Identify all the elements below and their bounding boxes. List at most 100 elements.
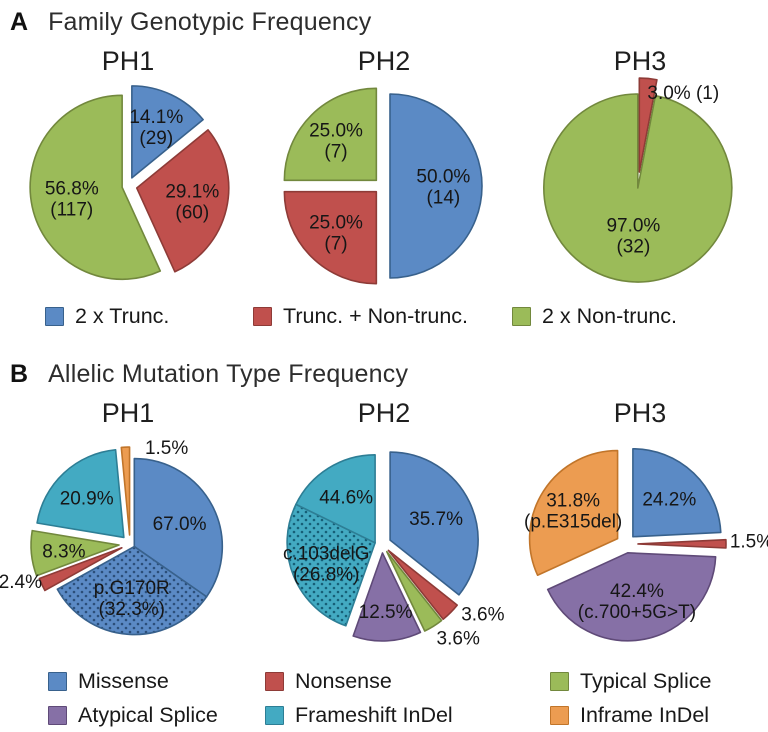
chart-cell-b-ph3: PH3 24.2% 1.5% 42.4%(c.700+5G>T) 31.8%(p.E3… xyxy=(512,394,768,658)
pie-slice xyxy=(131,85,204,179)
slice-label: 14.1% (29) xyxy=(129,107,183,149)
panel-allelic-mutation-type-frequency: B Allelic Mutation Type Frequency PH1 67… xyxy=(0,360,768,732)
slice-label: 56.8% (117) xyxy=(45,179,99,221)
pie-slice xyxy=(38,546,123,592)
chart-cell-a-ph3: PH3 3.0% (1) 97.0% (32) xyxy=(512,42,768,294)
slice-label: 97.0% (32) xyxy=(606,215,660,257)
panel-family-genotypic-frequency: A Family Genotypic Frequency PH1 14.1% (2… xyxy=(0,0,768,334)
panel-b-label: B xyxy=(10,360,29,388)
pie-slice xyxy=(387,549,459,621)
pie-chart-b-ph3: 24.2% 1.5% 42.4%(c.700+5G>T) 31.8%(p.E315de… xyxy=(524,447,768,642)
pie-slice xyxy=(295,454,376,544)
panel-a-title: Family Genotypic Frequency xyxy=(48,8,372,36)
legend-item-inframe-indel: Inframe InDel xyxy=(550,698,768,732)
pie-chart-b-ph1: 67.0% p.G170R (32.3%) 2.4%8.3% 20.9% 1.5% xyxy=(0,438,224,636)
pie-slice xyxy=(286,503,376,627)
pie-slice xyxy=(528,449,619,577)
panel-b-title: Allelic Mutation Type Frequency xyxy=(48,360,409,388)
pie-slice xyxy=(385,550,443,632)
legend-swatch-blue xyxy=(48,671,67,691)
pie-slice xyxy=(389,451,479,596)
slice-label: 3.6% xyxy=(437,628,480,649)
pie-title-b-ph1: PH1 xyxy=(101,398,155,428)
legend-item-missense: Missense xyxy=(48,664,265,698)
legend-swatch-purple xyxy=(48,705,67,725)
slice-label: 1.5% xyxy=(145,438,188,459)
chart-cell-a-ph2: PH2 50.0% (14) 25.0% (7) 25.0% (7) xyxy=(256,42,512,294)
slice-label: 25.0% (7) xyxy=(309,212,363,254)
pie-title-a-ph3: PH3 xyxy=(613,46,667,76)
legend-panel-b: Missense Nonsense Typical Splice Atypica… xyxy=(0,664,768,732)
slice-label: 29.1% (60) xyxy=(165,182,219,224)
legend-label: Inframe InDel xyxy=(580,702,710,727)
pie-chart-a-ph3: 3.0% (1) 97.0% (32) xyxy=(543,77,733,283)
pie-slice xyxy=(283,190,378,285)
legend-label: Missense xyxy=(78,668,169,693)
pie-slice xyxy=(133,457,224,598)
slice-label: 50.0% (14) xyxy=(416,167,470,209)
legend-label: Trunc. + Non-trunc. xyxy=(283,303,469,328)
legend-item-typical-splice: Typical Splice xyxy=(550,664,768,698)
pie-slice xyxy=(637,538,727,549)
pie-title-b-ph2: PH2 xyxy=(357,398,411,428)
pie-slice xyxy=(546,552,717,642)
pie-chart-a-ph2: 50.0% (14) 25.0% (7) 25.0% (7) xyxy=(283,87,483,285)
slice-label: 8.3% xyxy=(42,541,85,562)
legend-swatch-green xyxy=(512,306,531,326)
legend-item-trunc-nontrunc: Trunc. + Non-trunc. xyxy=(253,304,512,329)
slice-label: 24.2% xyxy=(642,490,696,511)
pie-slice xyxy=(632,447,722,538)
legend-label: Typical Splice xyxy=(580,668,712,693)
slice-label: 31.8% (p.E315del) xyxy=(524,491,622,533)
slice-label: p.G170R (32.3%) xyxy=(94,578,170,620)
pie-slice xyxy=(638,77,658,173)
pie-slice xyxy=(135,129,230,273)
pie-title-a-ph1: PH1 xyxy=(101,46,155,76)
legend-item-2x-nontrunc: 2 x Non-trunc. xyxy=(512,304,768,329)
chart-cell-a-ph1: PH1 14.1% (29) 29.1% (60) 56.8% (117) xyxy=(0,42,256,294)
pie-chart-b-ph2: 35.7% 3.6%3.6% 12.5% c.103delG (26.8%) 44.6% xyxy=(283,451,505,649)
panel-b-charts: PH1 67.0% p.G170R (32.3%) 2.4% 8.3% 20.9% 1.5%… xyxy=(0,394,768,658)
panel-b-header: B Allelic Mutation Type Frequency xyxy=(0,360,768,394)
slice-label: c.103delG (26.8%) xyxy=(283,543,370,585)
legend-swatch-red xyxy=(265,671,284,691)
pie-slice xyxy=(30,529,120,577)
pie-chart-a-ph1: 14.1% (29) 29.1% (60) 56.8% (117) xyxy=(29,85,230,281)
legend-item-2x-trunc: 2 x Trunc. xyxy=(45,304,253,329)
legend-swatch-orange xyxy=(550,705,569,725)
pie-title-a-ph2: PH2 xyxy=(357,46,411,76)
slice-label: 67.0% xyxy=(153,514,207,535)
legend-swatch-blue xyxy=(45,306,64,326)
pie-slice xyxy=(543,93,733,283)
legend-panel-a: 2 x Trunc. Trunc. + Non-trunc. 2 x Non-t… xyxy=(0,298,768,334)
pie-title-b-ph3: PH3 xyxy=(613,398,667,428)
slice-label: 1.5% xyxy=(730,531,768,552)
legend-label: Frameshift InDel xyxy=(295,702,453,727)
slice-label: 12.5% xyxy=(359,602,413,623)
legend-swatch-green xyxy=(550,671,569,691)
pie-slice xyxy=(56,545,208,636)
pie-slice xyxy=(29,94,162,281)
chart-cell-b-ph1: PH1 67.0% p.G170R (32.3%) 2.4% 8.3% 20.9% 1.5% xyxy=(0,394,256,658)
slice-label: 25.0% (7) xyxy=(309,121,363,163)
slice-label: 20.9% xyxy=(60,488,114,509)
slice-label: 35.7% xyxy=(409,509,463,530)
slice-label: 44.6% xyxy=(319,488,373,509)
chart-cell-b-ph2: PH2 35.7% 3.6% 3.6% 12.5% c.103delG (26.8%) 44… xyxy=(256,394,512,658)
legend-swatch-teal xyxy=(265,705,284,725)
pie-slice xyxy=(352,552,422,642)
legend-label: 2 x Non-trunc. xyxy=(542,303,678,328)
pie-slice xyxy=(283,87,378,182)
pie-slice xyxy=(120,446,131,536)
legend-label: 2 x Trunc. xyxy=(75,303,170,328)
legend-item-nonsense: Nonsense xyxy=(265,664,550,698)
slice-label: 3.6% xyxy=(461,605,504,626)
legend-label: Atypical Splice xyxy=(78,702,218,727)
pie-slice xyxy=(389,93,483,279)
pie-slice xyxy=(36,449,125,539)
legend-item-frameshift-indel: Frameshift InDel xyxy=(265,698,550,732)
panel-a-label: A xyxy=(10,8,29,36)
legend-label: Nonsense xyxy=(295,668,392,693)
slice-label: 42.4% (c.700+5G>T) xyxy=(578,581,696,623)
